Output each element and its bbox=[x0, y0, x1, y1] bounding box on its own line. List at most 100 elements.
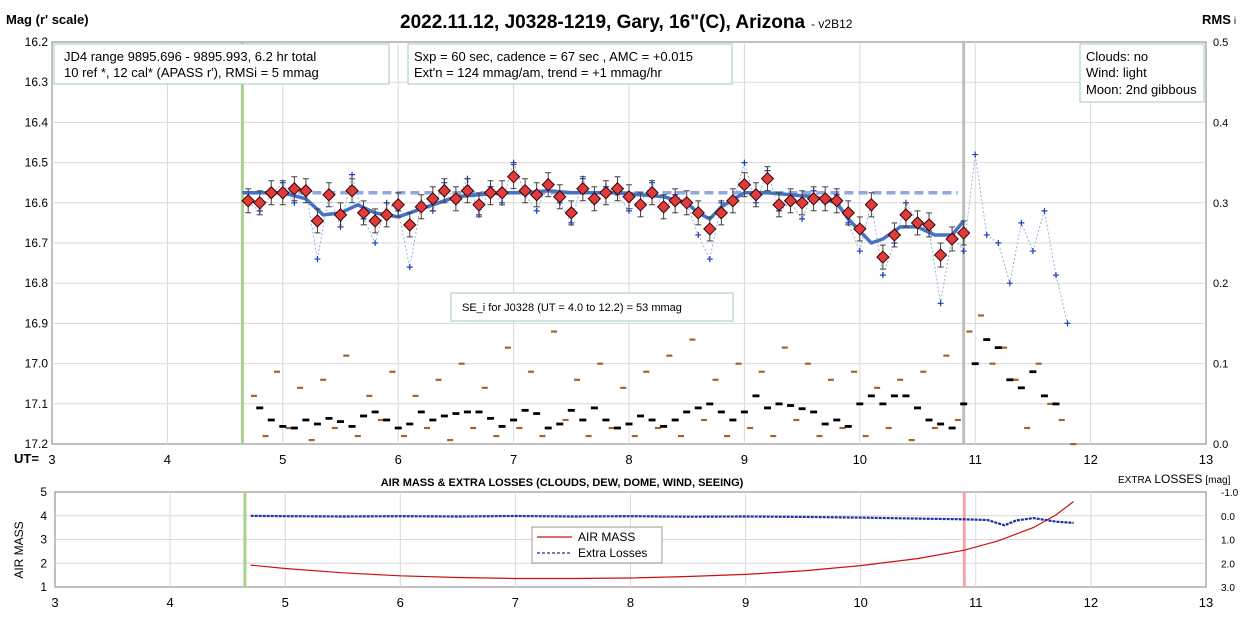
rms-black-mark bbox=[787, 404, 795, 407]
rms-brown-mark bbox=[1035, 362, 1042, 365]
rms-black-mark bbox=[613, 426, 621, 430]
binned-magnitude-point bbox=[679, 196, 694, 210]
top-x-tick-label: 9 bbox=[741, 452, 748, 467]
rms-black-mark bbox=[706, 402, 714, 406]
binned-magnitude-point bbox=[910, 216, 925, 230]
rms-black-mark bbox=[717, 410, 725, 414]
light-curve-chart: Mag (r' scale) 2022.11.12, J0328-1219, G… bbox=[6, 12, 1236, 467]
rms-black-mark bbox=[1040, 394, 1048, 398]
rms-brown-mark bbox=[827, 378, 834, 381]
binned-magnitude-point bbox=[529, 188, 544, 202]
rms-black-mark bbox=[821, 422, 829, 426]
binned-magnitude-point bbox=[841, 206, 855, 220]
top-x-tick-label: 3 bbox=[48, 452, 55, 467]
rms-brown-mark bbox=[458, 362, 465, 365]
binned-magnitude-point bbox=[933, 248, 948, 262]
bottom-x-ticks: 3 4 5 6 7 8 9 10 11 12 13 bbox=[51, 595, 1213, 610]
rms-black-mark bbox=[337, 420, 344, 423]
binned-magnitude-point bbox=[899, 208, 913, 222]
top-x-tick-label: 10 bbox=[853, 452, 867, 467]
summary-box-1: JD4 range 9895.696 - 9895.993, 6.2 hr to… bbox=[53, 43, 390, 85]
rms-brown-mark bbox=[539, 434, 546, 438]
raw-magnitude-point bbox=[995, 240, 1002, 246]
top-y2-tick-label: 0.1 bbox=[1213, 359, 1228, 371]
top-y-tick-label: 17.1 bbox=[25, 397, 49, 411]
rms-brown-mark bbox=[562, 418, 569, 422]
rms-brown-mark bbox=[874, 386, 881, 389]
rms-brown-mark bbox=[1012, 378, 1019, 381]
bottom-y2-axis-label-unit: [mag] bbox=[1205, 475, 1230, 486]
rms-brown-mark bbox=[285, 426, 292, 430]
rms-brown-mark bbox=[643, 370, 650, 373]
rms-brown-mark bbox=[424, 426, 431, 430]
top-y2-ticks: 0.5 0.4 0.3 0.2 0.1 0.0 bbox=[1213, 37, 1228, 451]
rms-brown-mark bbox=[389, 370, 396, 373]
rms-black-mark bbox=[994, 346, 1002, 350]
air-mass-chart: AIR MASS & EXTRA LOSSES (CLOUDS, DEW, DO… bbox=[12, 472, 1239, 610]
rms-brown-mark bbox=[250, 394, 257, 397]
binned-magnitude-series bbox=[241, 164, 971, 270]
binned-magnitude-point bbox=[622, 190, 636, 204]
rms-black-mark bbox=[694, 406, 702, 410]
binned-magnitude-point bbox=[806, 192, 821, 206]
raw-magnitude-point bbox=[972, 151, 979, 158]
rms-series bbox=[250, 314, 1077, 446]
top-y2-axis-label-main: RMS bbox=[1202, 12, 1231, 27]
raw-magnitude-point bbox=[1029, 248, 1036, 255]
raw-magnitude-point bbox=[706, 256, 713, 263]
rms-brown-mark bbox=[804, 362, 811, 365]
binned-magnitude-point bbox=[414, 200, 428, 214]
summary-box-2-line-1: Sxp = 60 sec, cadence = 67 sec , AMC = +… bbox=[414, 49, 693, 64]
rms-brown-mark bbox=[550, 330, 557, 333]
rms-brown-mark bbox=[793, 418, 800, 422]
rms-black-mark bbox=[302, 418, 310, 422]
rms-brown-mark bbox=[701, 418, 708, 422]
raw-magnitude-point bbox=[349, 171, 356, 178]
rms-black-mark bbox=[856, 402, 864, 406]
rms-brown-mark bbox=[1001, 346, 1008, 349]
binned-magnitude-point bbox=[576, 182, 590, 196]
binned-magnitude-point bbox=[633, 198, 648, 212]
rms-black-mark bbox=[371, 410, 379, 414]
rms-brown-mark bbox=[989, 362, 996, 365]
top-x-tick-label: 4 bbox=[164, 452, 171, 467]
binned-magnitude-point bbox=[541, 178, 555, 192]
raw-magnitude-point bbox=[406, 264, 413, 271]
rms-black-mark bbox=[394, 426, 402, 430]
rms-black-mark bbox=[475, 410, 483, 414]
bottom-x-tick-label: 5 bbox=[282, 595, 289, 610]
binned-magnitude-point bbox=[772, 198, 786, 212]
bottom-x-tick-label: 13 bbox=[1199, 595, 1213, 610]
rms-black-mark bbox=[833, 418, 841, 422]
binned-magnitude-point bbox=[830, 194, 844, 208]
bottom-y2-axis-label-big: LOSSES bbox=[1154, 472, 1202, 486]
binned-magnitude-point bbox=[379, 208, 394, 222]
rms-brown-mark bbox=[1024, 426, 1031, 430]
rms-black-mark bbox=[510, 418, 518, 422]
top-y-tick-label: 16.6 bbox=[25, 196, 49, 210]
rms-black-mark bbox=[533, 412, 541, 415]
top-y2-tick-label: 0.5 bbox=[1213, 37, 1228, 49]
rms-black-mark bbox=[1006, 378, 1014, 382]
binned-magnitude-point bbox=[691, 206, 705, 220]
binned-magnitude-point bbox=[956, 226, 971, 240]
rms-black-mark bbox=[521, 408, 529, 412]
rms-black-mark bbox=[844, 425, 852, 428]
rms-black-mark bbox=[648, 418, 656, 422]
raw-magnitude-point bbox=[1041, 207, 1048, 214]
binned-magnitude-point bbox=[403, 218, 417, 232]
rms-brown-mark bbox=[712, 378, 719, 381]
conditions-wind: Wind: light bbox=[1086, 65, 1147, 80]
binned-magnitude-point bbox=[887, 228, 902, 242]
rms-black-mark bbox=[452, 412, 460, 415]
rms-black-mark bbox=[890, 394, 898, 398]
top-x-tick-label: 13 bbox=[1199, 452, 1213, 467]
bottom-y2-tick-label: 2.0 bbox=[1221, 559, 1235, 570]
rms-brown-mark bbox=[308, 438, 315, 442]
top-y2-tick-label: 0.0 bbox=[1213, 439, 1228, 451]
binned-magnitude-point bbox=[726, 194, 740, 208]
rms-black-mark bbox=[544, 426, 552, 430]
binned-magnitude-point bbox=[749, 188, 763, 202]
rms-black-mark bbox=[810, 410, 818, 414]
rms-black-mark bbox=[313, 422, 321, 426]
